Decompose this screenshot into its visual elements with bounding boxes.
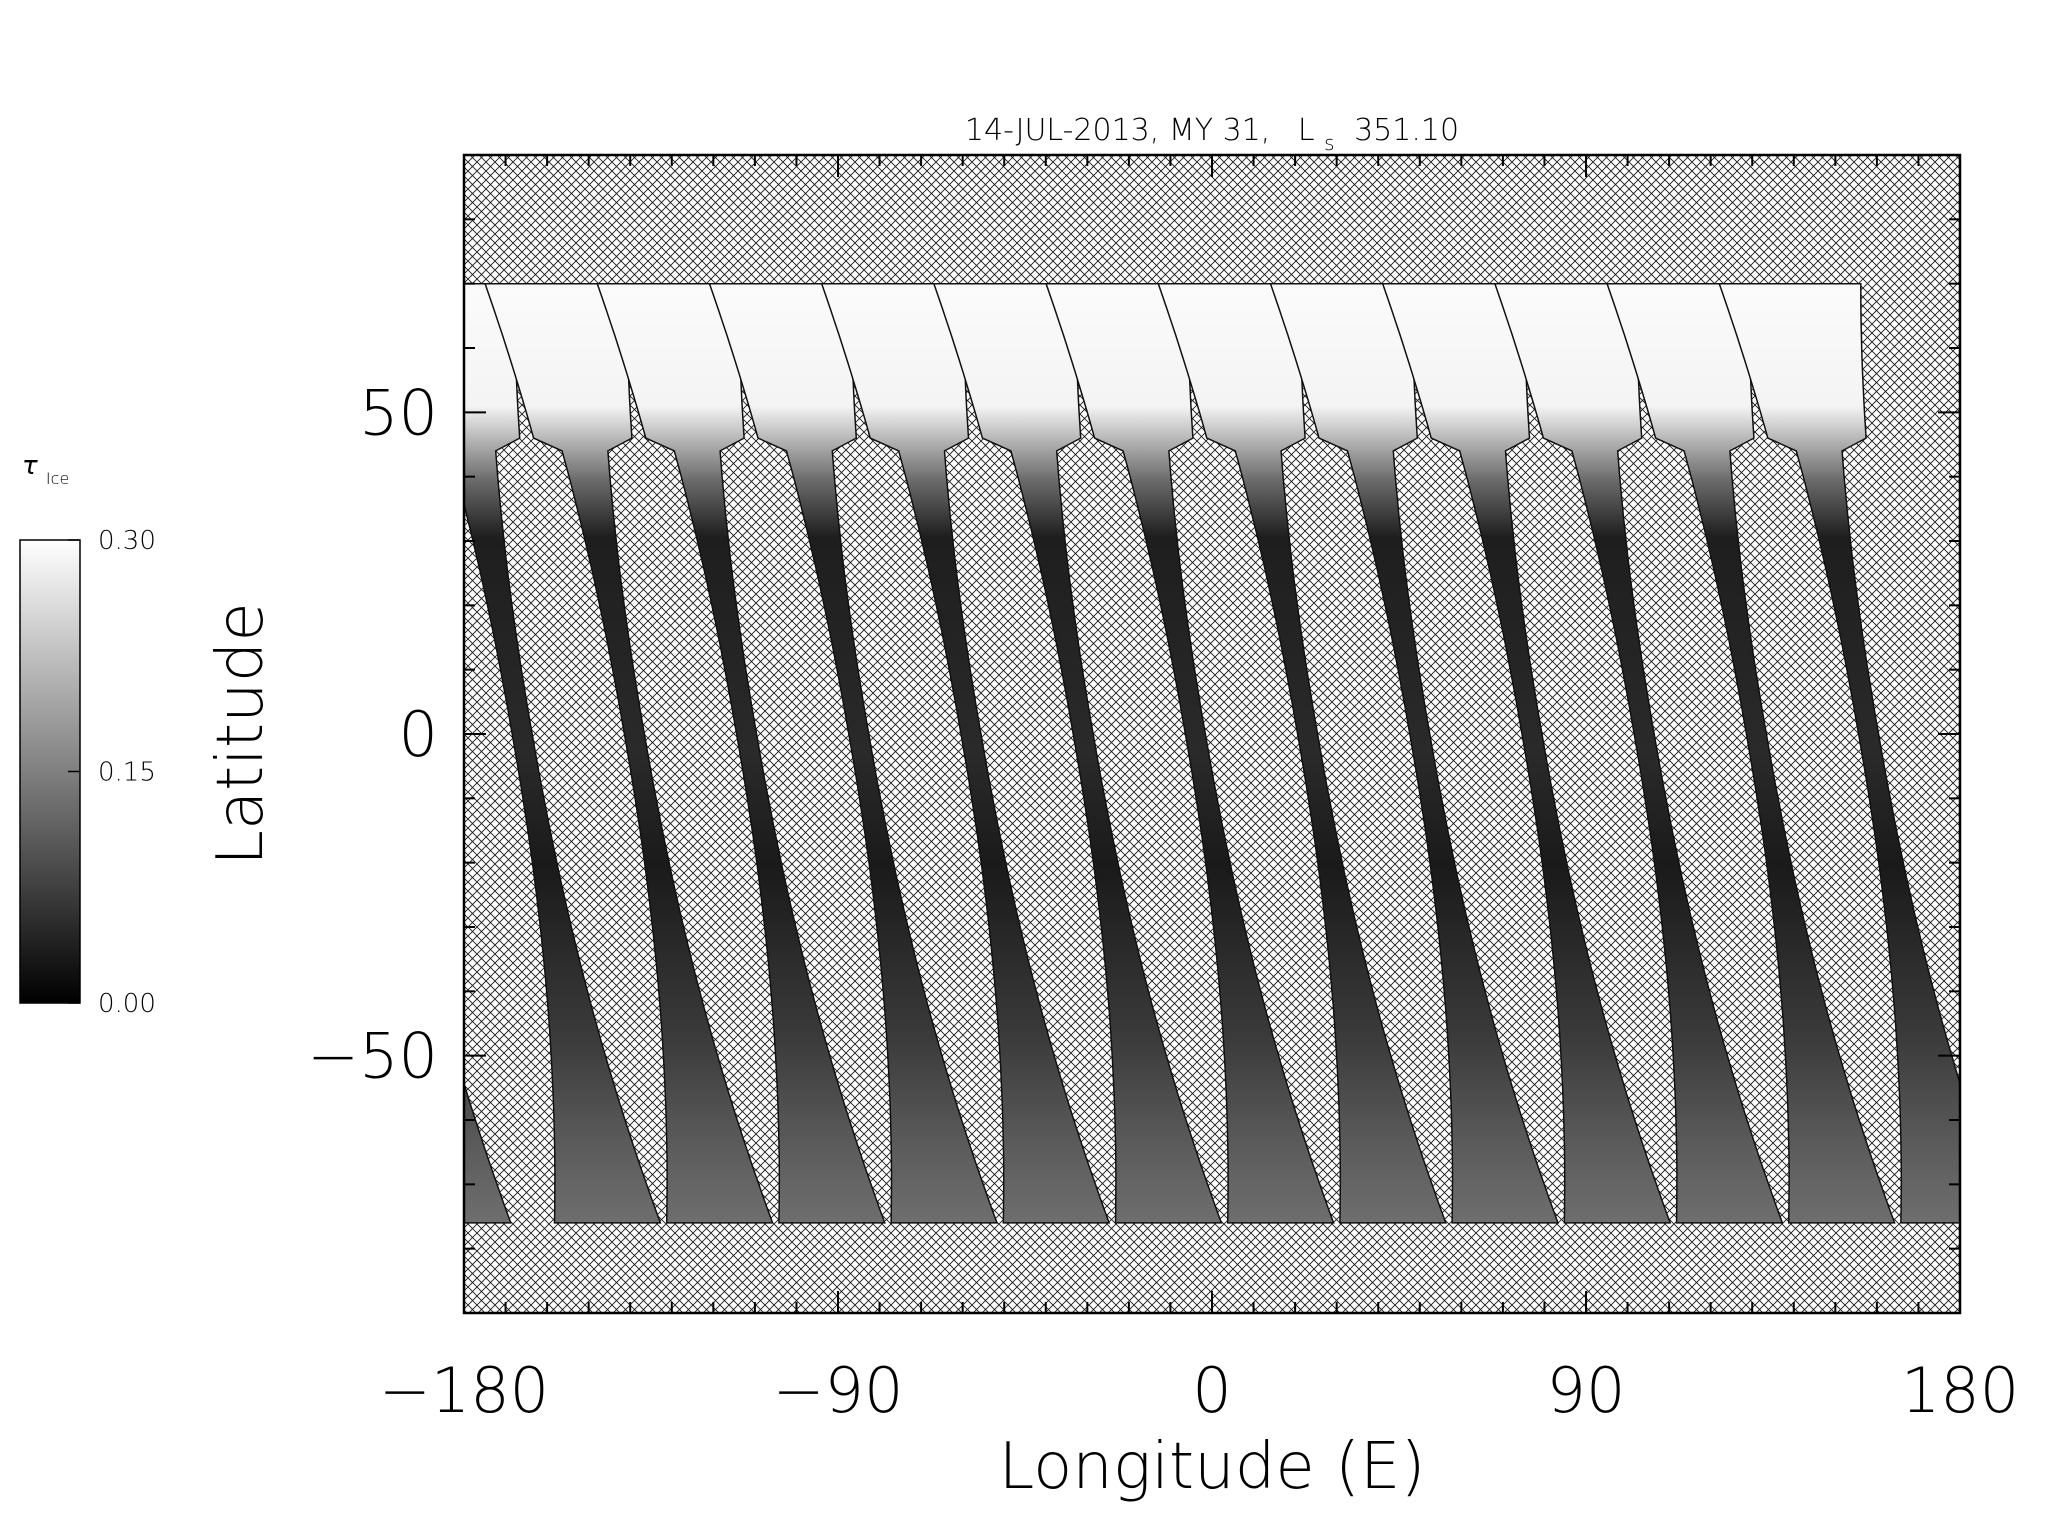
colorbar-label-subscript: Ice <box>46 469 69 488</box>
y-tick-label: 0 <box>399 698 438 771</box>
orbit-swath <box>1606 282 1896 1224</box>
orbit-swath <box>596 282 886 1224</box>
y-minor-ticks <box>464 154 1960 1314</box>
orbit-swath <box>464 282 662 1224</box>
title-ls-symbol: L <box>1298 113 1315 148</box>
colorbar-label: τ Ice <box>22 451 69 488</box>
plot-area <box>462 153 1962 1315</box>
colorbar-ticks: 0.00 0.15 0.30 <box>68 526 156 1019</box>
x-tick-label: 180 <box>1901 1354 2019 1427</box>
colorbar: τ Ice 0.00 0.15 0.30 <box>19 451 156 1019</box>
title-ls-subscript: s <box>1324 131 1334 155</box>
orbit-swath <box>932 282 1223 1224</box>
x-minor-ticks <box>463 155 1961 1313</box>
orbit-swath <box>708 282 999 1224</box>
x-axis-label: Longitude (E) <box>999 1430 1426 1504</box>
orbit-swath <box>484 282 774 1224</box>
orbit-swath <box>1381 282 1672 1224</box>
orbit-swath <box>820 282 1111 1224</box>
x-tick-label: −180 <box>379 1354 549 1427</box>
title-date: 14-JUL-2013, MY 31, <box>965 113 1270 148</box>
swath-layer <box>464 282 1960 1224</box>
x-tick-labels: −180 −90 0 90 180 <box>379 1354 2019 1427</box>
y-axis-label: Latitude <box>204 602 278 865</box>
orbit-swath <box>1493 282 1784 1224</box>
x-tick-label: −90 <box>773 1354 904 1427</box>
colorbar-label-symbol: τ <box>22 451 38 481</box>
orbit-swath <box>1157 282 1447 1224</box>
x-tick-label: 90 <box>1547 1354 1626 1427</box>
orbit-swath-wrap <box>464 1080 512 1224</box>
orbit-swath <box>1045 282 1335 1224</box>
orbit-swath <box>1718 282 1960 1224</box>
colorbar-tick-label: 0.30 <box>98 526 156 556</box>
title-ls-value: 351.10 <box>1354 113 1459 148</box>
x-tick-label: 0 <box>1192 1354 1231 1427</box>
y-tick-label: −50 <box>307 1020 438 1093</box>
chart-title: 14-JUL-2013, MY 31, L s 351.10 <box>965 113 1459 158</box>
orbit-swath <box>1269 282 1560 1224</box>
colorbar-tick-label: 0.00 <box>98 989 156 1019</box>
y-tick-labels: 50 0 −50 <box>307 376 438 1092</box>
colorbar-tick-label: 0.15 <box>98 758 156 788</box>
y-tick-label: 50 <box>359 376 438 449</box>
